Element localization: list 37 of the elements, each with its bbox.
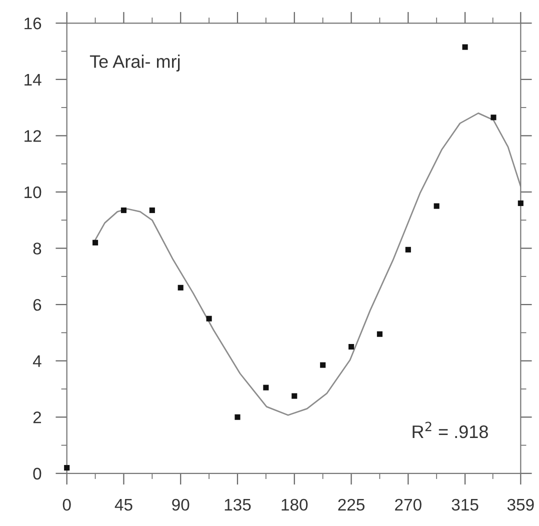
x-tick-label: 225: [338, 498, 364, 511]
x-tick-label: 270: [395, 498, 422, 511]
point: [376, 331, 382, 337]
point: [434, 203, 440, 209]
point: [518, 200, 524, 206]
point: [462, 44, 468, 50]
y-tick-label: 10: [24, 186, 42, 198]
point: [206, 316, 212, 322]
point: [490, 114, 496, 120]
point: [92, 240, 98, 246]
annotation: Te Arai- mrj: [90, 54, 180, 72]
y-tick-label: 14: [24, 74, 42, 86]
y-tick-label: 12: [24, 130, 41, 142]
x-tick-label: 90: [172, 498, 190, 511]
x-tick-label: 359: [507, 498, 534, 511]
x-tick-label: 135: [224, 498, 251, 511]
point: [405, 246, 411, 252]
y-tick-label: 4: [32, 355, 42, 367]
point: [178, 284, 184, 290]
point: [348, 344, 354, 350]
point: [320, 362, 326, 368]
y-tick-label: 8: [33, 242, 42, 254]
x-tick-label: 0: [62, 498, 71, 511]
y-tick-label: 2: [33, 412, 41, 424]
x-tick-label: 45: [114, 499, 132, 511]
point: [120, 208, 126, 214]
point: [64, 464, 70, 471]
annotation: R$^{2}$ = .918: [412, 422, 488, 438]
point: [149, 208, 155, 214]
x-tick-label: 315: [452, 498, 478, 511]
x-tick-label: 180: [282, 498, 308, 511]
point: [263, 384, 269, 390]
y-tick-label: 6: [33, 298, 42, 311]
point: [292, 393, 298, 399]
y-tick-label: 0: [33, 468, 42, 480]
y-tick-label: 16: [24, 18, 42, 30]
point: [234, 414, 240, 420]
